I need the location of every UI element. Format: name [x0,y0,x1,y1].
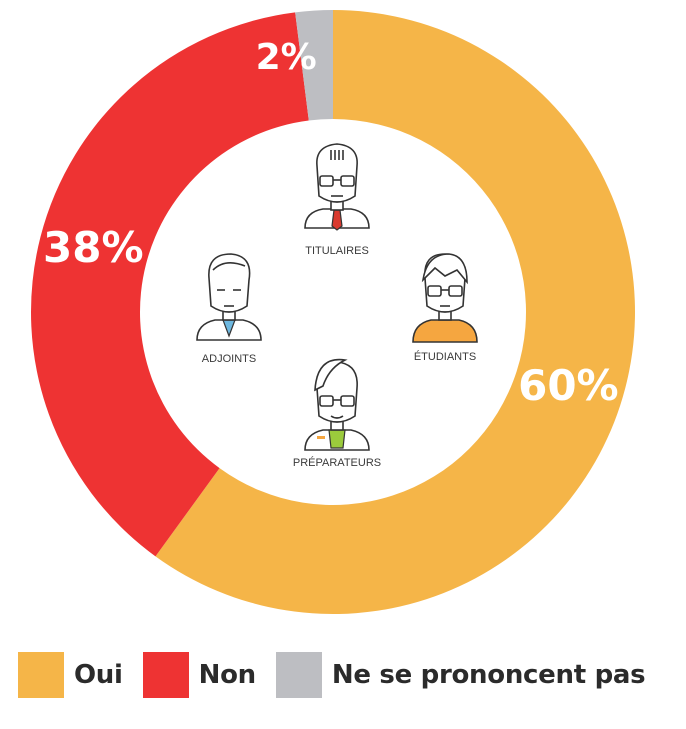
donut-slices [30,10,635,614]
student-icon [412,253,478,343]
center-figures: TITULAIRES ADJOINTS [196,143,478,469]
titulaires-figure: TITULAIRES [304,143,370,257]
legend-label-oui: Oui [74,660,123,690]
legend-label-ne-se-prononcent-pas: Ne se prononcent pas [331,660,646,690]
legend-swatch-ne-se-prononcent-pas [275,652,322,698]
slice-ne-se-prononcent-pas [295,10,333,121]
legend: Oui Non Ne se prononcent pas [18,652,665,698]
pharmacist-assistant-icon [196,253,262,341]
legend-item-oui: Oui [18,652,123,698]
legend-item-ne-se-prononcent-pas: Ne se prononcent pas [275,652,646,698]
legend-swatch-non [142,652,189,698]
etudiants-figure: ÉTUDIANTS [412,253,478,363]
slice-label-oui: 60% [518,361,619,410]
slice-non [30,12,309,557]
pharmacist-tie-icon [304,143,370,231]
slice-labels: 60% 38% 2% [43,37,619,410]
legend-swatch-oui [18,652,64,698]
adjoints-label: ADJOINTS [202,353,256,365]
preparateurs-figure: PRÉPARATEURS [293,358,381,469]
legend-item-non: Non [142,652,257,698]
slice-label-ne-se-prononcent-pas: 2% [256,37,317,78]
slice-label-non: 38% [43,223,144,272]
legend-label-non: Non [198,660,257,690]
titulaires-label: TITULAIRES [305,245,369,257]
adjoints-figure: ADJOINTS [196,253,262,365]
etudiants-label: ÉTUDIANTS [414,350,476,363]
preparer-icon [304,358,370,451]
slice-oui [155,10,635,614]
donut-chart: 60% 38% 2% TITULAIRES [30,10,635,614]
preparateurs-label: PRÉPARATEURS [293,456,381,469]
